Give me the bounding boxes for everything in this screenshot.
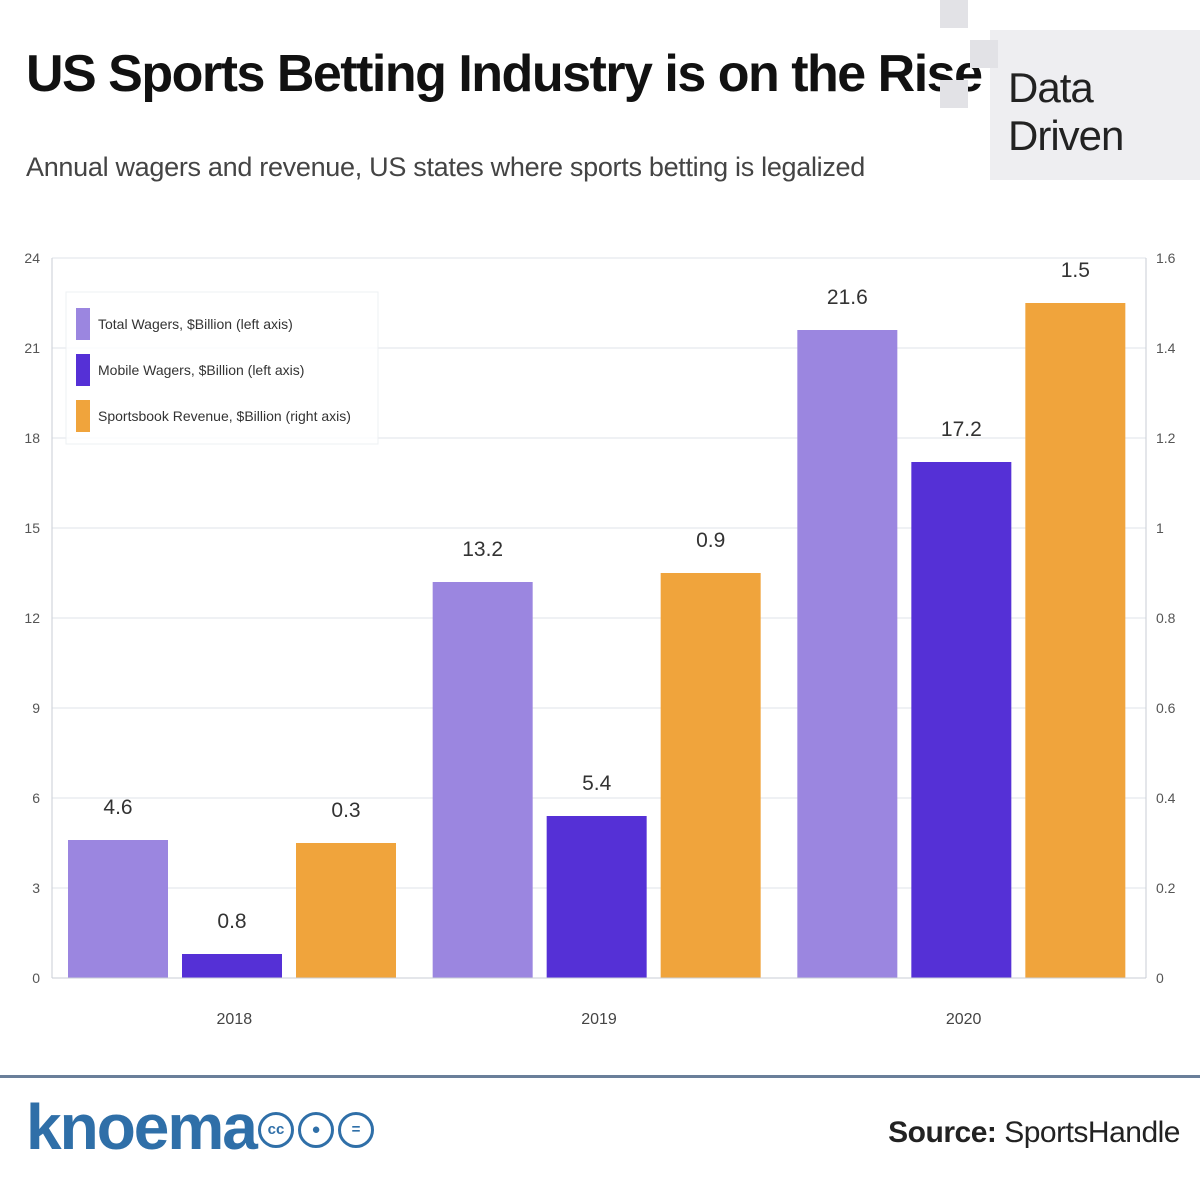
y-left-tick-label: 21 [24,340,40,356]
decor-square [970,40,998,68]
axes: 0 0 3 0.2 6 0.4 9 0.6 12 0.8 15 1 18 1.2 21 1.4 24 1.6 201… [24,250,1175,1028]
bars [68,303,1126,978]
y-right-tick-label: 0.4 [1156,790,1176,806]
y-right-tick-label: 0.2 [1156,880,1176,896]
data-label: 13.2 [462,538,503,561]
x-tick-label: 2020 [946,1011,982,1028]
decor-square [940,0,968,28]
y-left-tick-label: 9 [32,700,40,716]
bar [432,582,533,978]
data-label: 0.3 [331,799,360,822]
y-left-tick-label: 12 [24,610,40,626]
bar [296,843,396,978]
legend-swatch [76,354,90,386]
brand-label: Data Driven [1008,64,1124,159]
chart-title: US Sports Betting Industry is on the Ris… [26,45,983,103]
y-left-tick-label: 3 [32,880,40,896]
cc-icon: cc [258,1112,294,1148]
bar [546,816,647,978]
x-tick-label: 2019 [581,1011,617,1028]
bar [1025,303,1126,978]
y-right-tick-label: 0.6 [1156,700,1176,716]
y-left-tick-label: 0 [32,970,40,986]
source-credit: Source: SportsHandle [888,1116,1180,1150]
x-tick-label: 2018 [217,1011,253,1028]
legend-swatch [76,308,90,340]
data-label: 17.2 [941,418,982,441]
bar [182,954,282,978]
data-label: 0.8 [217,910,246,933]
data-label: 0.9 [696,529,725,552]
y-right-tick-label: 0.8 [1156,610,1176,626]
data-label: 21.6 [827,286,868,309]
legend: Total Wagers, $Billion (left axis) Mobile… [65,291,379,445]
decor-square [940,80,968,108]
bar [660,573,761,978]
y-left-tick-label: 6 [32,790,40,806]
bar-chart: 4.6 0.8 0.3 13.2 5.4 0.9 21.6 17.2 1.5 0 0 3 0.2 6 0.… [24,250,1175,1028]
data-label: 5.4 [582,772,612,795]
legend-swatch [76,400,90,432]
nd-icon: = [338,1112,374,1148]
bar [797,330,898,978]
data-labels: 4.6 0.8 0.3 13.2 5.4 0.9 21.6 17.2 1.5 [103,259,1090,933]
legend-label: Mobile Wagers, $Billion (left axis) [98,362,304,378]
source-value: SportsHandle [1004,1116,1180,1149]
y-right-tick-label: 1.2 [1156,430,1176,446]
chart-subtitle: Annual wagers and revenue, US states whe… [26,152,865,182]
y-right-tick-label: 1.6 [1156,250,1176,266]
y-left-tick-label: 15 [24,520,40,536]
source-label: Source: [888,1116,997,1149]
by-icon: ● [298,1112,334,1148]
legend-label: Sportsbook Revenue, $Billion (right axis… [98,408,351,424]
data-label: 4.6 [103,796,132,819]
y-right-tick-label: 0 [1156,970,1164,986]
y-right-tick-label: 1 [1156,520,1164,536]
legend-label: Total Wagers, $Billion (left axis) [98,316,293,332]
bar [68,840,168,978]
footer-divider [0,1075,1200,1078]
knoema-logo: knoema [26,1091,258,1163]
legend-box [65,291,379,445]
brand-badge [940,0,1200,180]
data-label: 1.5 [1061,259,1090,282]
bar [911,462,1012,978]
y-left-tick-label: 18 [24,430,40,446]
y-left-tick-label: 24 [24,250,40,266]
y-right-tick-label: 1.4 [1156,340,1176,356]
